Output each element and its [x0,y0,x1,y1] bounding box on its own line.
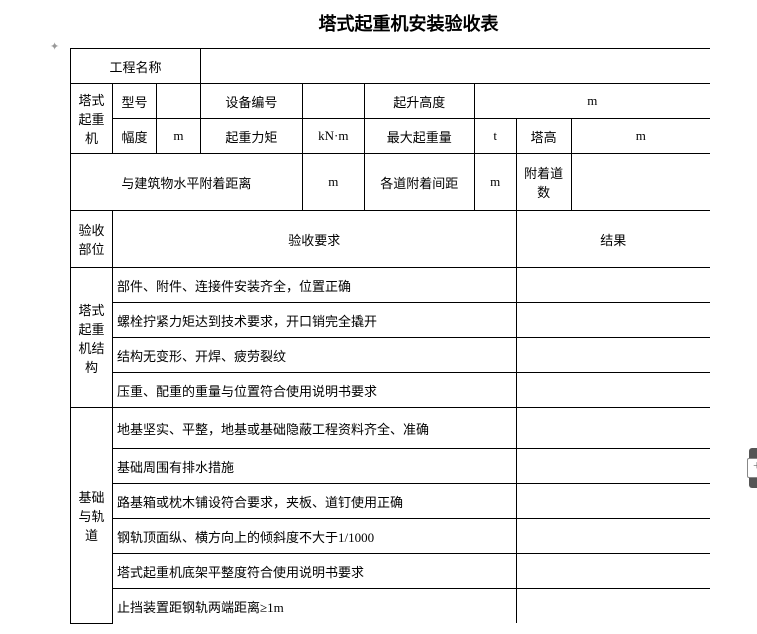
s2r3: 路基箱或枕木铺设符合要求，夹板、道钉使用正确 [112,484,516,519]
page-title: 塔式起重机安装验收表 [10,10,747,36]
row-s2-3: 路基箱或枕木铺设符合要求，夹板、道钉使用正确 [71,484,711,519]
label-towerheight: 塔高 [516,119,571,154]
label-result: 结果 [516,211,710,268]
s1r2: 螺栓拧紧力矩达到技术要求，开口销完全撬开 [112,303,516,338]
s1r3: 结构无变形、开焊、疲劳裂纹 [112,338,516,373]
label-maxlift: 最大起重量 [364,119,474,154]
s2r5-res [516,554,710,589]
unit-range: m [156,119,200,154]
section2-name: 基础与轨道 [71,408,113,624]
row-s2-5: 塔式起重机底架平整度符合使用说明书要求 [71,554,711,589]
anchor-marker: ✦ [50,40,59,53]
s2r6-res [516,589,710,624]
value-towerheight: m [571,119,710,154]
s2r1: 地基坚实、平整，地基或基础隐蔽工程资料齐全、准确 [112,408,516,449]
row-s2-1: 基础与轨道 地基坚实、平整，地基或基础隐蔽工程资料齐全、准确 [71,408,711,449]
s2r4-res [516,519,710,554]
row-s2-6: 止挡装置距钢轨两端距离≥1m [71,589,711,624]
value-liftheight: m [474,84,710,119]
row-colheader: 验收部位 验收要求 结果 [71,211,711,268]
row-s1-4: 压重、配重的重量与位置符合使用说明书要求 [71,373,711,408]
acceptance-table: 工程名称 塔式起重机 型号 设备编号 起升高度 m 幅度 m 起重力矩 kN·m… [70,48,710,624]
label-part: 验收部位 [71,211,113,268]
s1r3-res [516,338,710,373]
s2r3-res [516,484,710,519]
label-moment: 起重力矩 [200,119,302,154]
label-model: 型号 [112,84,156,119]
s2r2: 基础周围有排水措施 [112,449,516,484]
s1r4-res [516,373,710,408]
s2r1-res [516,408,710,449]
label-req: 验收要求 [112,211,516,268]
value-project [200,49,710,84]
label-range: 幅度 [112,119,156,154]
row-s1-2: 螺栓拧紧力矩达到技术要求，开口销完全撬开 [71,303,711,338]
s2r5: 塔式起重机底架平整度符合使用说明书要求 [112,554,516,589]
row-s2-4: 钢轨顶面纵、横方向上的倾斜度不大于1/1000 [71,519,711,554]
value-attachcount [571,154,710,211]
s2r6: 止挡装置距钢轨两端距离≥1m [112,589,516,624]
row-project: 工程名称 [71,49,711,84]
label-liftheight: 起升高度 [364,84,474,119]
label-project: 工程名称 [71,49,201,84]
row-s2-2: 基础周围有排水措施 [71,449,711,484]
add-row-button[interactable]: + [747,458,757,478]
row-attach: 与建筑物水平附着距离 m 各道附着间距 m 附着道数 [71,154,711,211]
s1r2-res [516,303,710,338]
row-s1-3: 结构无变形、开焊、疲劳裂纹 [71,338,711,373]
s1r4: 压重、配重的重量与位置符合使用说明书要求 [112,373,516,408]
value-equipno [302,84,364,119]
s1r1: 部件、附件、连接件安装齐全，位置正确 [112,268,516,303]
s2r4: 钢轨顶面纵、横方向上的倾斜度不大于1/1000 [112,519,516,554]
label-attachspacing: 各道附着间距 [364,154,474,211]
label-equipno: 设备编号 [200,84,302,119]
value-model [156,84,200,119]
label-crane: 塔式起重机 [71,84,113,154]
unit-maxlift: t [474,119,516,154]
unit-attachdist: m [302,154,364,211]
row-range: 幅度 m 起重力矩 kN·m 最大起重量 t 塔高 m [71,119,711,154]
row-s1-1: 塔式起重机结构 部件、附件、连接件安装齐全，位置正确 [71,268,711,303]
unit-attachspacing: m [474,154,516,211]
s2r2-res [516,449,710,484]
row-model: 塔式起重机 型号 设备编号 起升高度 m [71,84,711,119]
label-attachcount: 附着道数 [516,154,571,211]
table-container: 工程名称 塔式起重机 型号 设备编号 起升高度 m 幅度 m 起重力矩 kN·m… [70,48,747,624]
section1-name: 塔式起重机结构 [71,268,113,408]
label-attachdist: 与建筑物水平附着距离 [71,154,303,211]
s1r1-res [516,268,710,303]
unit-moment: kN·m [302,119,364,154]
